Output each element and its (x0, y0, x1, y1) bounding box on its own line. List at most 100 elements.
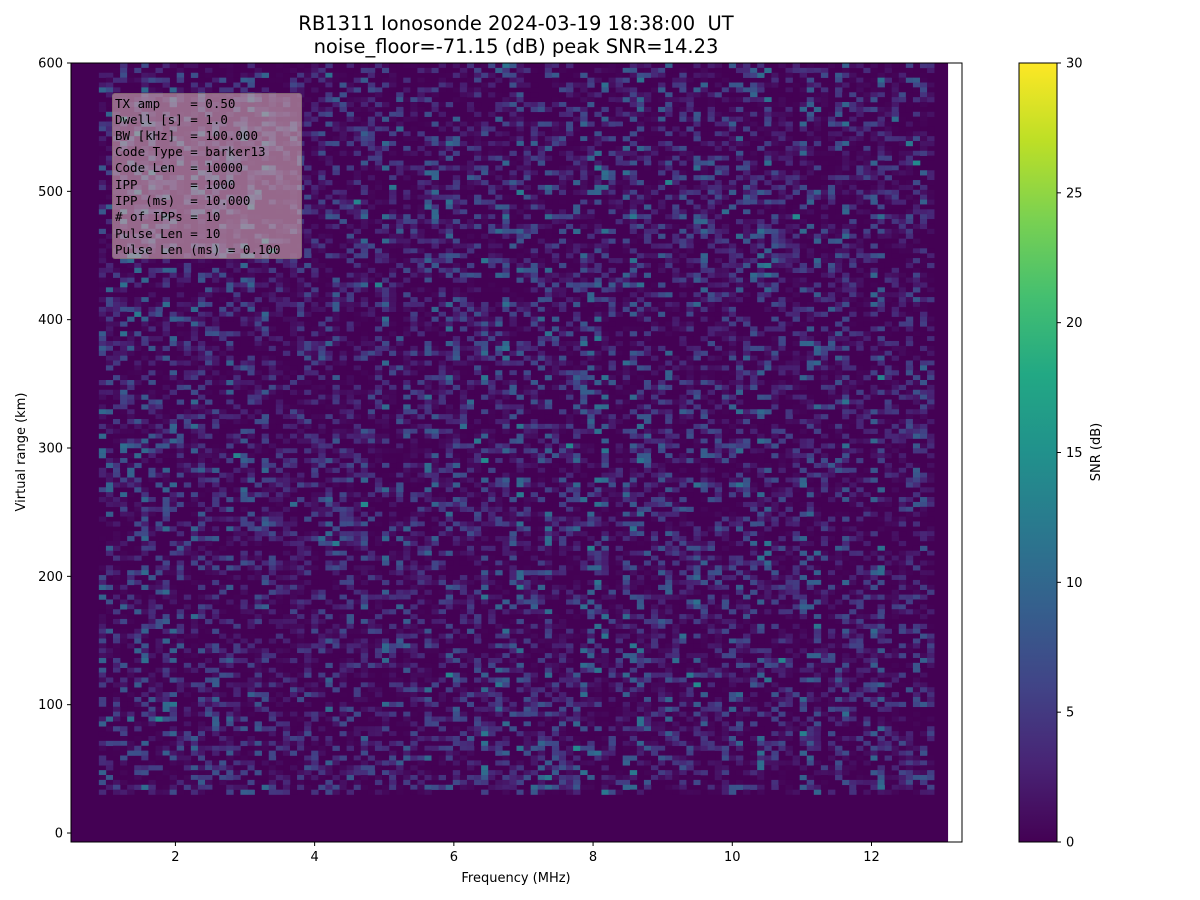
heatmap-cell (339, 662, 347, 669)
heatmap-cell (339, 765, 347, 771)
heatmap-cell (275, 297, 284, 303)
heatmap-cell (297, 311, 305, 317)
heatmap-cell (382, 653, 390, 659)
heatmap-cell (311, 482, 319, 488)
heatmap-cell (318, 448, 326, 454)
heatmap-cell (353, 414, 362, 420)
heatmap-cell (275, 623, 284, 630)
heatmap-cell (169, 775, 178, 781)
heatmap-cell (459, 72, 468, 78)
heatmap-cell (389, 204, 397, 210)
heatmap-cell (98, 180, 107, 186)
heatmap-cell (389, 531, 397, 537)
heatmap-cell (353, 477, 362, 483)
heatmap-cell (289, 731, 298, 737)
heatmap-cell (353, 228, 362, 234)
heatmap-cell (459, 238, 468, 244)
heatmap-cell (346, 67, 354, 74)
heatmap-cell (403, 448, 411, 454)
heatmap-cell (141, 623, 149, 630)
heatmap-cell (212, 726, 220, 732)
heatmap-cell (247, 740, 255, 747)
heatmap-cell (332, 560, 340, 566)
heatmap-cell (98, 779, 107, 786)
heatmap-cell (445, 653, 454, 659)
heatmap-cell (452, 740, 461, 747)
heatmap-cell (240, 657, 248, 664)
heatmap-cell (374, 638, 383, 644)
heatmap-cell (134, 638, 142, 644)
heatmap-cell (268, 770, 277, 776)
heatmap-cell (282, 526, 291, 532)
heatmap-cell (410, 184, 418, 191)
heatmap-cell (445, 248, 454, 254)
heatmap-cell (346, 199, 354, 205)
heatmap-cell (226, 340, 234, 347)
heatmap-cell (452, 272, 461, 278)
heatmap-cell (318, 145, 326, 152)
heatmap-cell (169, 701, 178, 708)
heatmap-cell (339, 755, 347, 761)
heatmap-cell (367, 340, 376, 347)
heatmap-cell (275, 662, 284, 669)
heatmap-cell (233, 696, 241, 703)
heatmap-cell (233, 384, 241, 391)
heatmap-cell (367, 472, 376, 478)
heatmap-cell (452, 458, 461, 464)
heatmap-cell (367, 141, 376, 147)
heatmap-cell (233, 628, 241, 634)
heatmap-cell (297, 589, 305, 595)
heatmap-cell (431, 570, 439, 576)
heatmap-cell (332, 409, 340, 415)
heatmap-cell (98, 579, 107, 586)
heatmap-cell (311, 789, 319, 795)
heatmap-cell (190, 628, 199, 634)
heatmap-cell (424, 238, 432, 244)
heatmap-cell (318, 492, 326, 498)
heatmap-cell (318, 155, 326, 161)
heatmap-cell (332, 136, 340, 142)
heatmap-cell (332, 531, 340, 537)
heatmap-cell (346, 82, 354, 88)
heatmap-cell (297, 350, 305, 356)
heatmap-cell (417, 531, 425, 537)
heatmap-cell (113, 584, 121, 590)
heatmap-cell (346, 648, 354, 654)
heatmap-cell (346, 233, 354, 239)
heatmap-cell (339, 150, 347, 156)
heatmap-cell (268, 297, 277, 303)
heatmap-cell (297, 282, 305, 288)
heatmap-cell (282, 594, 291, 600)
heatmap-cell (389, 228, 397, 234)
heatmap-cell (120, 375, 128, 381)
heatmap-cell (212, 687, 220, 693)
heatmap-cell (374, 779, 383, 786)
heatmap-cell (374, 760, 383, 766)
heatmap-cell (233, 487, 241, 493)
heatmap-cell (297, 326, 305, 332)
heatmap-cell (113, 779, 121, 786)
heatmap-cell (304, 633, 312, 639)
heatmap-cell (183, 379, 192, 386)
heatmap-cell (297, 77, 305, 83)
heatmap-cell (98, 72, 107, 78)
heatmap-cell (389, 399, 397, 405)
heatmap-cell (205, 506, 213, 512)
heatmap-cell (148, 526, 156, 532)
heatmap-cell (141, 360, 149, 366)
heatmap-cell (311, 204, 319, 210)
heatmap-cell (417, 521, 425, 527)
heatmap-cell (105, 243, 114, 249)
heatmap-cell (183, 594, 192, 600)
heatmap-cell (311, 209, 319, 215)
heatmap-cell (261, 277, 270, 283)
heatmap-cell (113, 638, 121, 644)
heatmap-cell (155, 321, 163, 327)
heatmap-cell (190, 667, 199, 673)
heatmap-cell (219, 628, 227, 634)
heatmap-cell (247, 311, 255, 317)
heatmap-cell (445, 204, 454, 210)
heatmap-cell (148, 433, 156, 439)
heatmap-cell (417, 584, 425, 590)
heatmap-cell (247, 360, 255, 366)
